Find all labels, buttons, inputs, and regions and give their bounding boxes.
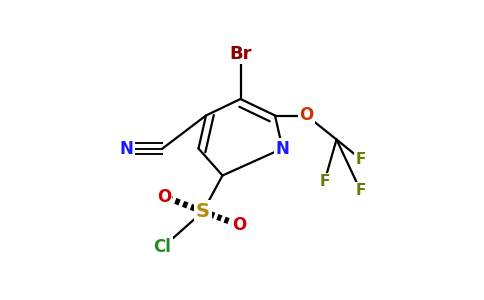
Text: S: S (196, 202, 210, 221)
Text: F: F (319, 174, 330, 189)
Text: O: O (300, 106, 314, 124)
Text: N: N (120, 140, 134, 158)
Text: F: F (355, 183, 366, 198)
Text: F: F (355, 152, 366, 166)
Text: Cl: Cl (153, 238, 171, 256)
Text: Br: Br (229, 45, 252, 63)
Text: O: O (232, 216, 246, 234)
Text: N: N (275, 140, 289, 158)
Text: O: O (157, 188, 171, 206)
